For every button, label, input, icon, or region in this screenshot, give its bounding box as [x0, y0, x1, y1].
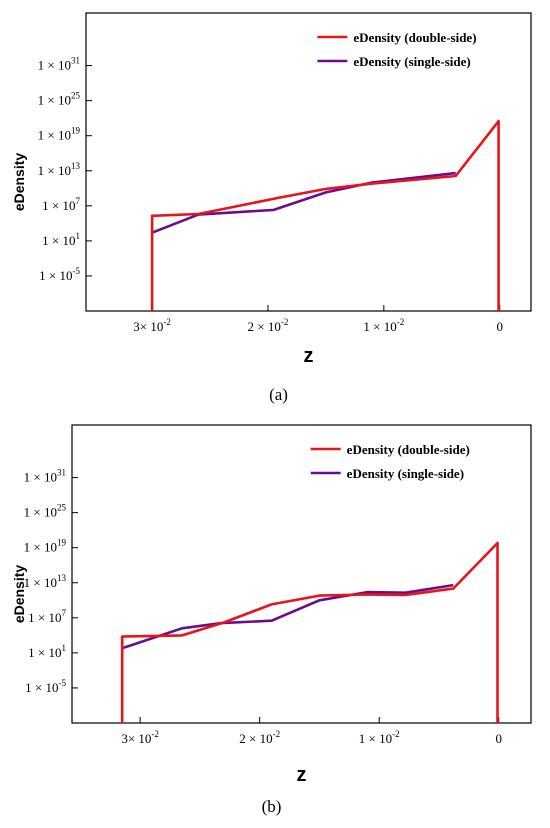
x-tick-label: 2 × 10-2 — [239, 729, 280, 746]
series-line-single-side — [151, 171, 456, 234]
x-tick-label: 1 × 10-2 — [363, 317, 404, 334]
y-tick-label: 1 × 1019 — [38, 126, 81, 143]
chart-panel-a: 1 × 1031 1 × 1025 1 × 1019 1 × 1013 1 × 107 1… — [11, 12, 532, 404]
y-tick-label: 1 × 1025 — [38, 91, 81, 108]
y-tick-label: 1 × 10-5 — [39, 266, 80, 283]
series-line-double-side — [150, 119, 500, 311]
plot-frame — [71, 424, 532, 724]
x-tick-label: 3× 10-2 — [121, 729, 159, 746]
y-tick-label: 1 × 1013 — [38, 161, 81, 178]
y-tick-label: 1 × 1031 — [38, 56, 80, 73]
y-tick-label: 1 × 107 — [42, 196, 80, 213]
chart-panel-b: 1 × 1031 1 × 1025 1 × 1019 1 × 1013 1 × 107 1… — [11, 424, 532, 816]
y-tick-label: 1 × 101 — [28, 643, 66, 660]
y-tick-label: 1 × 1019 — [24, 538, 67, 555]
y-tick-label: 1 × 1031 — [24, 468, 66, 485]
legend-entry: eDensity (single-side) — [347, 466, 464, 481]
legend-entry: eDensity (double-side) — [353, 30, 476, 45]
x-axis-label: z — [304, 345, 314, 367]
series-line-single-side — [121, 583, 454, 650]
x-tick-label: 0 — [496, 319, 503, 334]
legend-entry: eDensity (single-side) — [353, 54, 470, 69]
x-tick-label: 2 × 10-2 — [248, 317, 289, 334]
x-tick-label: 0 — [495, 731, 502, 746]
y-axis-label: eDensity — [11, 153, 27, 212]
legend-entry: eDensity (double-side) — [347, 442, 470, 457]
y-tick-label: 1 × 107 — [28, 608, 66, 625]
panel-caption: (b) — [262, 797, 282, 816]
y-tick-label: 1 × 1013 — [24, 573, 67, 590]
plot-frame — [85, 12, 532, 312]
panel-caption: (a) — [269, 385, 288, 404]
x-tick-label: 1 × 10-2 — [359, 729, 400, 746]
y-axis-label: eDensity — [11, 565, 27, 624]
x-axis-label: z — [297, 764, 307, 786]
series-line-double-side — [120, 541, 499, 723]
y-tick-label: 1 × 1025 — [24, 503, 67, 520]
y-tick-label: 1 × 101 — [42, 231, 80, 248]
y-tick-label: 1 × 10-5 — [25, 678, 66, 695]
x-tick-label: 3× 10-2 — [133, 317, 171, 334]
